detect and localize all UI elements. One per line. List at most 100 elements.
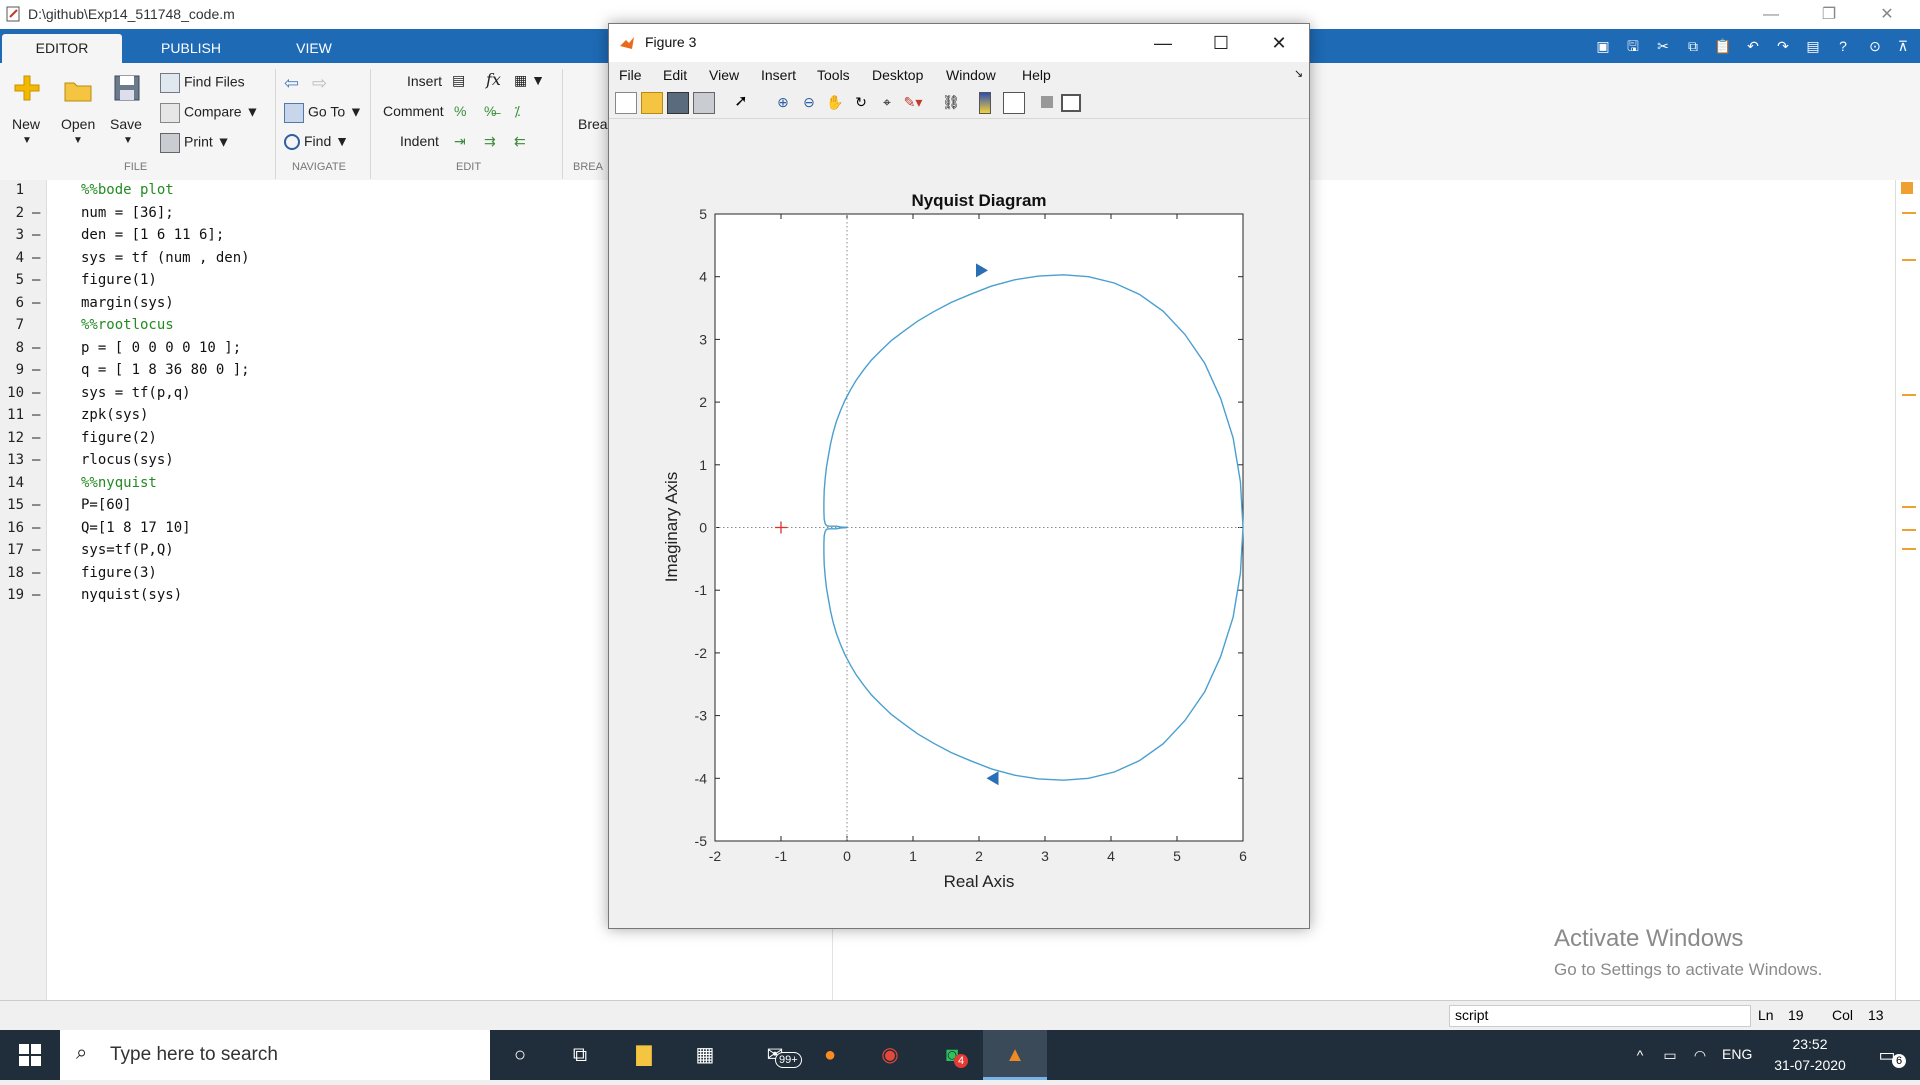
breakpoint-dash[interactable]: – [32, 519, 41, 536]
copy-icon[interactable]: ⧉ [1688, 38, 1698, 54]
collapse-ribbon-icon[interactable]: ⊼ [1897, 38, 1909, 54]
action-center-icon[interactable]: ▭ 6 [1862, 1030, 1912, 1080]
tab-view[interactable]: VIEW [296, 40, 332, 56]
figure-maximize-button[interactable]: ☐ [1212, 33, 1230, 53]
breakpoints-button[interactable]: Brea [578, 116, 608, 132]
save-icon[interactable]: 🖫 [1627, 38, 1639, 54]
code-line[interactable]: Q=[1 8 17 10] [81, 519, 191, 536]
hide-plot-tools-icon[interactable] [1041, 96, 1053, 108]
code-line[interactable]: figure(3) [81, 564, 157, 581]
redo-icon[interactable]: ↷ [1777, 38, 1789, 54]
restore-button[interactable]: ❐ [1821, 6, 1837, 23]
menu-desktop[interactable]: Desktop [872, 67, 924, 83]
warning-marker[interactable] [1902, 529, 1916, 531]
rotate-icon[interactable]: ↻ [855, 94, 867, 110]
increase-indent-icon[interactable]: ⇉ [484, 133, 496, 149]
uncomment-icon[interactable]: %̶ [484, 103, 497, 119]
switch-windows-icon[interactable]: ▤ [1806, 38, 1820, 54]
task-view-icon[interactable]: ⧉ [572, 1044, 588, 1066]
language-indicator[interactable]: ENG [1722, 1046, 1753, 1062]
insert-text-icon[interactable]: ▦ ▼ [514, 72, 545, 88]
code-line[interactable]: sys = tf (num , den) [81, 249, 250, 266]
legend-icon[interactable] [1003, 92, 1025, 114]
open-button[interactable]: Open [61, 116, 95, 132]
compare-button[interactable]: Compare ▼ [160, 103, 259, 123]
comment-percent-icon[interactable]: % [454, 103, 467, 119]
warning-marker[interactable] [1902, 506, 1916, 508]
menu-tools[interactable]: Tools [817, 67, 850, 83]
code-line[interactable]: figure(1) [81, 272, 157, 288]
clock-time[interactable]: 23:52 [1792, 1036, 1828, 1052]
tab-editor[interactable]: EDITOR [2, 34, 122, 63]
breakpoint-dash[interactable]: – [32, 542, 41, 558]
breakpoint-dash[interactable]: – [32, 272, 41, 288]
insert-section-icon[interactable]: ▤ [452, 72, 466, 88]
breakpoint-dash[interactable]: – [32, 384, 41, 401]
close-button[interactable]: ✕ [1880, 6, 1894, 23]
breakpoint-dash[interactable]: – [32, 564, 41, 581]
paste-icon[interactable]: 📋 [1714, 38, 1732, 54]
cortana-icon[interactable]: ○ [513, 1044, 527, 1066]
wifi-icon[interactable]: ◠ [1693, 1047, 1707, 1063]
back-arrow-icon[interactable]: ⇦ [284, 73, 300, 93]
decrease-indent-icon[interactable]: ⇇ [514, 133, 526, 149]
breakpoint-dash[interactable]: – [32, 227, 41, 243]
chrome-icon[interactable]: ◉ [881, 1044, 899, 1066]
file-explorer-icon[interactable]: ▇ [636, 1044, 652, 1066]
code-line[interactable]: sys=tf(P,Q) [81, 542, 174, 558]
code-line[interactable]: margin(sys) [81, 294, 174, 311]
windows-start-icon[interactable] [0, 1030, 60, 1080]
figure-minimize-button[interactable]: — [1154, 33, 1172, 53]
menu-window[interactable]: Window [946, 67, 996, 83]
new-dropdown-icon[interactable]: ▼ [22, 135, 32, 146]
qat-icon-1[interactable]: ▣ [1596, 38, 1610, 54]
menu-file[interactable]: File [619, 67, 642, 83]
breakpoint-dash[interactable]: – [32, 294, 41, 311]
breakpoint-dash[interactable]: – [32, 249, 41, 266]
brush-icon[interactable]: ✎▾ [903, 94, 923, 110]
matlab-taskbar-icon[interactable]: ▲ [983, 1030, 1047, 1080]
pan-icon[interactable]: ✋ [826, 94, 844, 110]
save-dropdown-icon[interactable]: ▼ [123, 135, 133, 146]
help-icon[interactable]: ? [1839, 38, 1847, 54]
insert-button[interactable]: Insert [407, 73, 442, 89]
open-dropdown-icon[interactable]: ▼ [73, 135, 83, 146]
breakpoint-dash[interactable]: – [32, 497, 41, 513]
link-icon[interactable]: ⛓ [942, 94, 960, 110]
code-analyzer-bar[interactable] [1895, 180, 1920, 1000]
whatsapp-icon[interactable]: ◙ 4 [922, 1030, 982, 1080]
code-line[interactable]: figure(2) [81, 429, 157, 446]
menu-view[interactable]: View [709, 67, 740, 83]
mail-icon[interactable]: ✉ 99+ [745, 1030, 805, 1080]
save-icon[interactable] [667, 92, 689, 114]
code-line[interactable]: rlocus(sys) [81, 452, 174, 468]
warning-marker[interactable] [1902, 394, 1916, 396]
open-icon[interactable] [641, 92, 663, 114]
figure-close-button[interactable]: ✕ [1271, 33, 1287, 53]
menu-help[interactable]: Help [1022, 67, 1051, 83]
show-plot-tools-icon[interactable] [1061, 94, 1081, 112]
battery-icon[interactable]: ▭ [1663, 1047, 1677, 1063]
save-button[interactable]: Save [110, 116, 142, 132]
code-line[interactable]: %%bode plot [81, 182, 174, 198]
menu-insert[interactable]: Insert [761, 67, 797, 83]
warning-marker[interactable] [1902, 548, 1916, 550]
warning-marker[interactable] [1902, 259, 1916, 261]
breakpoint-dash[interactable]: – [32, 204, 41, 221]
dock-figure-icon[interactable]: ↘ [1294, 68, 1304, 80]
breakpoint-dash[interactable]: – [32, 587, 41, 603]
taskbar-search-box[interactable]: ⌕ Type here to search [60, 1030, 490, 1080]
code-line[interactable]: num = [36]; [81, 204, 174, 221]
code-line[interactable]: %%nyquist [81, 474, 157, 491]
code-line[interactable]: nyquist(sys) [81, 587, 183, 603]
clock-date[interactable]: 31-07-2020 [1774, 1057, 1846, 1073]
tab-publish[interactable]: PUBLISH [161, 40, 221, 56]
smart-indent-icon[interactable]: ⇥ [454, 133, 466, 149]
colorbar-icon[interactable] [979, 92, 991, 114]
data-cursor-icon[interactable]: ⌖ [883, 94, 891, 110]
code-line[interactable]: q = [ 1 8 36 80 0 ]; [81, 362, 250, 378]
figure-window[interactable]: Figure 3 — ☐ ✕ File Edit View Insert Too… [608, 23, 1310, 929]
code-line[interactable]: den = [1 6 11 6]; [81, 227, 225, 243]
zoom-in-icon[interactable]: ⊕ [777, 94, 789, 110]
undo-icon[interactable]: ↶ [1747, 38, 1759, 54]
